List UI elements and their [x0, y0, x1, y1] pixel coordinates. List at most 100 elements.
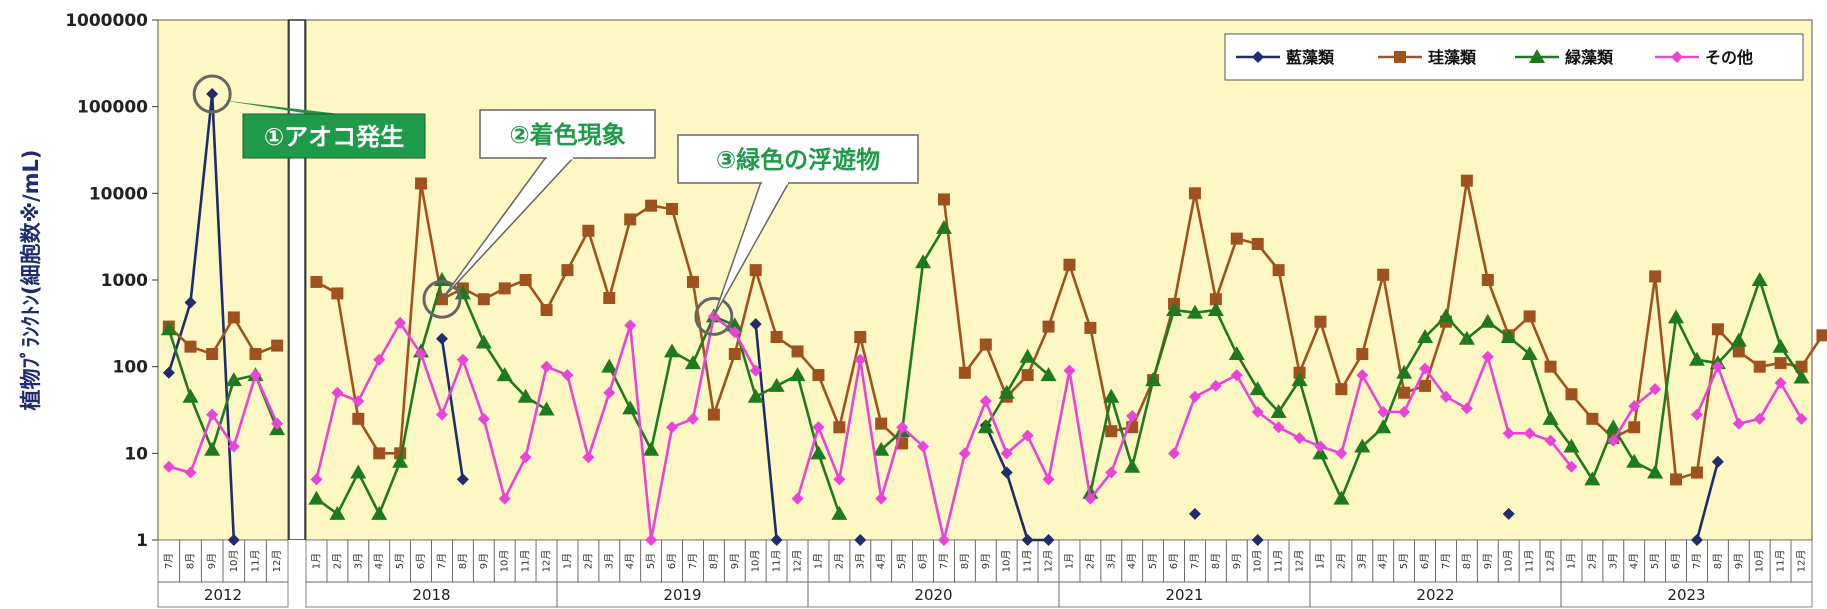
data-point	[1647, 464, 1664, 479]
month-label: 6月	[917, 553, 929, 569]
data-point	[1251, 238, 1264, 251]
month-label: 6月	[1419, 553, 1431, 569]
data-point	[227, 534, 240, 546]
data-point	[496, 367, 513, 382]
data-point	[477, 293, 490, 306]
data-point	[1649, 383, 1662, 396]
legend-box	[1224, 33, 1804, 81]
data-point	[1586, 412, 1599, 425]
data-point	[477, 412, 490, 425]
legend-label: その他	[1705, 48, 1753, 67]
data-point	[204, 441, 221, 456]
data-point	[206, 88, 219, 101]
month-label: 4月	[1377, 553, 1389, 569]
data-point	[331, 287, 344, 300]
data-point	[1230, 232, 1243, 245]
data-point	[184, 340, 197, 353]
x-axis-band	[158, 540, 1812, 607]
callout-text: ②着色現象	[509, 121, 625, 149]
data-point	[812, 421, 825, 434]
month-label: 8月	[708, 553, 720, 569]
data-point	[1439, 390, 1452, 403]
month-label: 9月	[1733, 553, 1745, 569]
legend: 藍藻類 珪藻類 緑藻類 その他	[1224, 33, 1804, 81]
data-point	[1690, 408, 1703, 421]
month-label: 3月	[1356, 553, 1368, 569]
data-point	[498, 282, 511, 295]
data-point	[331, 386, 344, 399]
month-label: 11月	[1524, 550, 1536, 573]
data-point	[958, 447, 971, 460]
data-point	[1523, 427, 1536, 440]
data-point	[1544, 360, 1557, 373]
legend-marker	[1671, 51, 1683, 63]
data-point	[728, 326, 741, 339]
data-point	[1314, 440, 1327, 453]
data-point	[1063, 364, 1076, 377]
callout-pointer	[220, 100, 340, 114]
highlight-circle	[694, 296, 734, 336]
data-point	[227, 311, 240, 324]
series-line	[1172, 355, 1573, 468]
data-point	[160, 321, 177, 336]
month-label: 9月	[206, 553, 218, 569]
data-point	[1419, 362, 1432, 375]
month-label: 1月	[812, 553, 824, 569]
month-label: 1月	[1314, 553, 1326, 569]
data-point	[645, 534, 658, 546]
data-point	[249, 348, 262, 361]
annotation-2: ②着色現象	[422, 109, 656, 319]
data-point	[684, 355, 701, 370]
data-point	[1314, 315, 1327, 328]
month-label: 2月	[1084, 553, 1096, 569]
legend-marker	[1394, 51, 1406, 63]
month-label: 3月	[352, 553, 364, 569]
data-point	[392, 453, 409, 468]
year-cell	[157, 581, 289, 608]
month-label: 11月	[1273, 550, 1285, 573]
data-point	[1230, 369, 1243, 382]
month-label: 5月	[896, 553, 908, 569]
data-point	[645, 199, 658, 212]
month-label: 9月	[729, 553, 741, 569]
data-point	[1249, 381, 1266, 396]
year-label: 2022	[1416, 586, 1454, 604]
data-point	[958, 366, 971, 379]
data-point	[1335, 383, 1348, 396]
data-point	[768, 377, 785, 392]
month-label: 5月	[1649, 553, 1661, 569]
data-point	[1544, 434, 1557, 447]
data-point	[498, 492, 511, 505]
series-line	[608, 315, 841, 515]
data-point	[1479, 313, 1496, 328]
data-point	[1668, 309, 1685, 324]
month-label: 7月	[1440, 553, 1452, 569]
data-point	[519, 274, 532, 286]
data-point	[1188, 187, 1201, 200]
data-point	[1481, 350, 1494, 363]
legend-label: 緑藻類	[1565, 48, 1614, 67]
data-point	[1670, 473, 1683, 486]
month-label: 8月	[185, 553, 197, 569]
data-point	[873, 441, 890, 456]
month-label: 6月	[666, 553, 678, 569]
data-point	[666, 202, 679, 215]
data-point	[561, 264, 574, 277]
data-point	[854, 534, 867, 546]
data-point	[1168, 447, 1181, 460]
data-point	[1209, 379, 1222, 392]
data-point	[456, 473, 469, 486]
y-tick-label: 1	[136, 531, 148, 551]
data-point	[937, 534, 950, 546]
data-point	[308, 490, 325, 505]
data-point	[1145, 372, 1162, 387]
data-point	[917, 440, 930, 453]
data-point	[1711, 455, 1724, 468]
data-point	[1460, 402, 1473, 415]
data-point	[1270, 403, 1287, 418]
data-point	[1103, 388, 1120, 403]
year-label: 2018	[412, 586, 450, 604]
month-label: 12月	[792, 550, 804, 573]
data-point	[1333, 490, 1350, 505]
